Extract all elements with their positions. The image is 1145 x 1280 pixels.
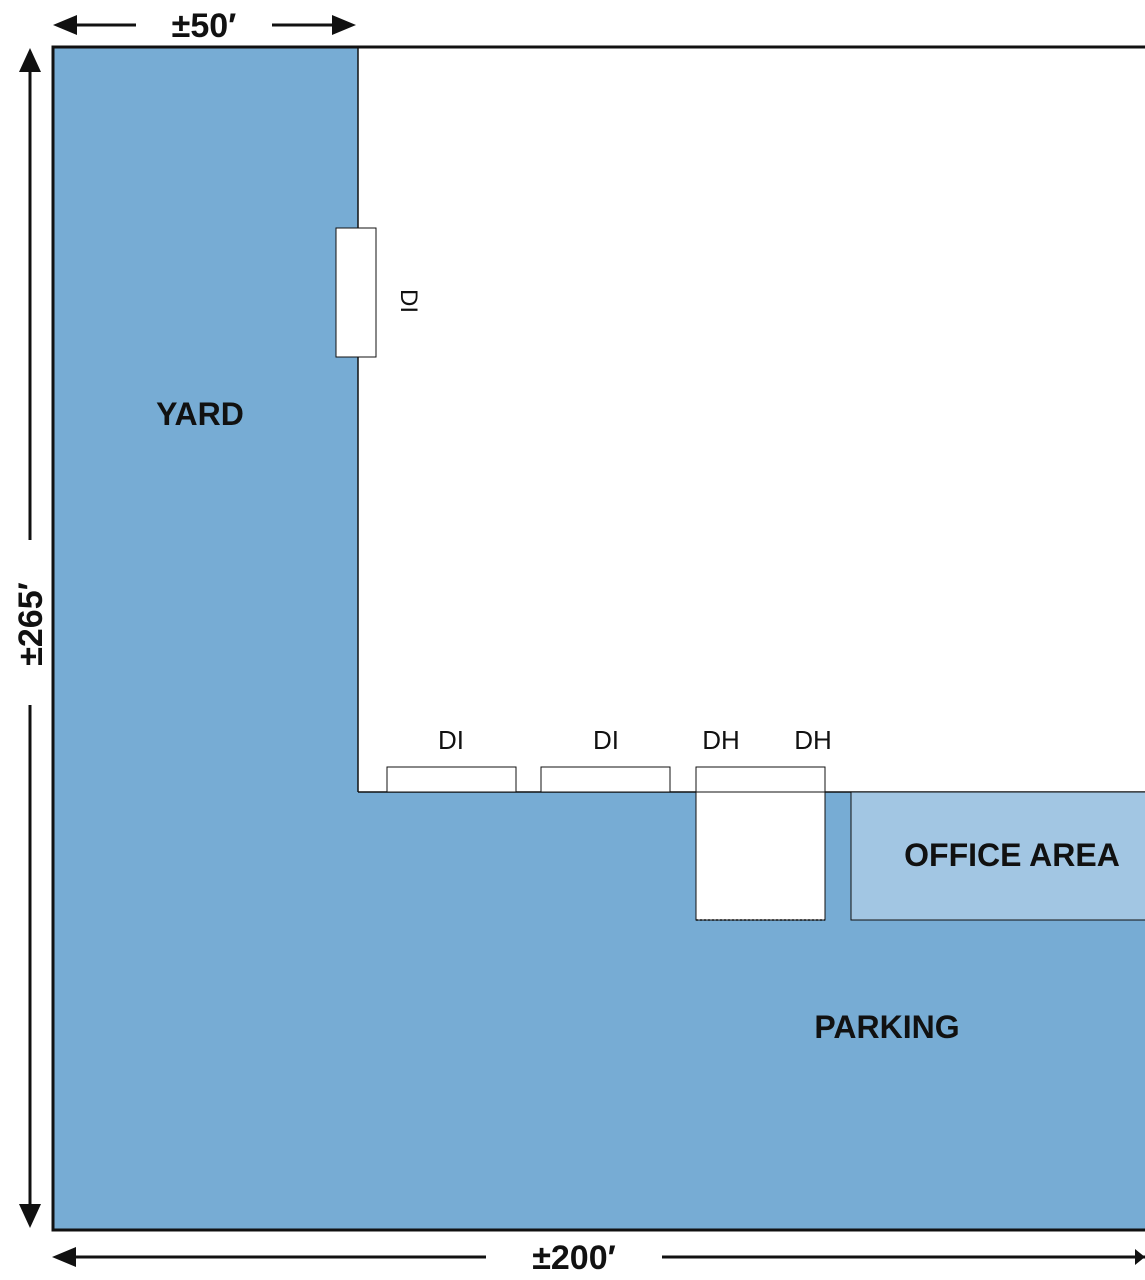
top-dimension: ±50′ [53, 7, 356, 45]
arrow-right-icon [1135, 1249, 1145, 1265]
side-door-label: DI [395, 289, 422, 313]
arrow-left-icon [53, 15, 77, 35]
bottom-dimension: ±200′ [52, 1239, 1145, 1277]
building-footprint [358, 47, 1145, 792]
door-bottom-1-label: DI [438, 725, 464, 755]
door-bottom-2-label: DI [593, 725, 619, 755]
door-bottom-3 [695, 766, 826, 793]
office-area [850, 791, 1145, 921]
door-bottom-1 [386, 766, 517, 793]
arrow-right-icon [332, 15, 356, 35]
office-area-label: OFFICE AREA [904, 837, 1120, 873]
arrow-up-icon [19, 48, 41, 72]
yard-label: YARD [156, 396, 244, 432]
left-dimension-label: ±265′ [12, 582, 50, 666]
door-bottom-4-label: DH [794, 725, 832, 755]
top-dimension-label: ±50′ [172, 7, 237, 45]
arrow-down-icon [19, 1204, 41, 1228]
side-door [335, 227, 377, 358]
door-bottom-2 [540, 766, 671, 793]
dock-well [695, 791, 826, 921]
site-boundary [51, 45, 1145, 1232]
left-dimension: ±265′ [12, 48, 50, 1228]
arrow-left-icon [52, 1247, 76, 1267]
parking-label: PARKING [814, 1009, 959, 1045]
bottom-dimension-label: ±200′ [532, 1239, 616, 1277]
door-bottom-3-label: DH [702, 725, 740, 755]
